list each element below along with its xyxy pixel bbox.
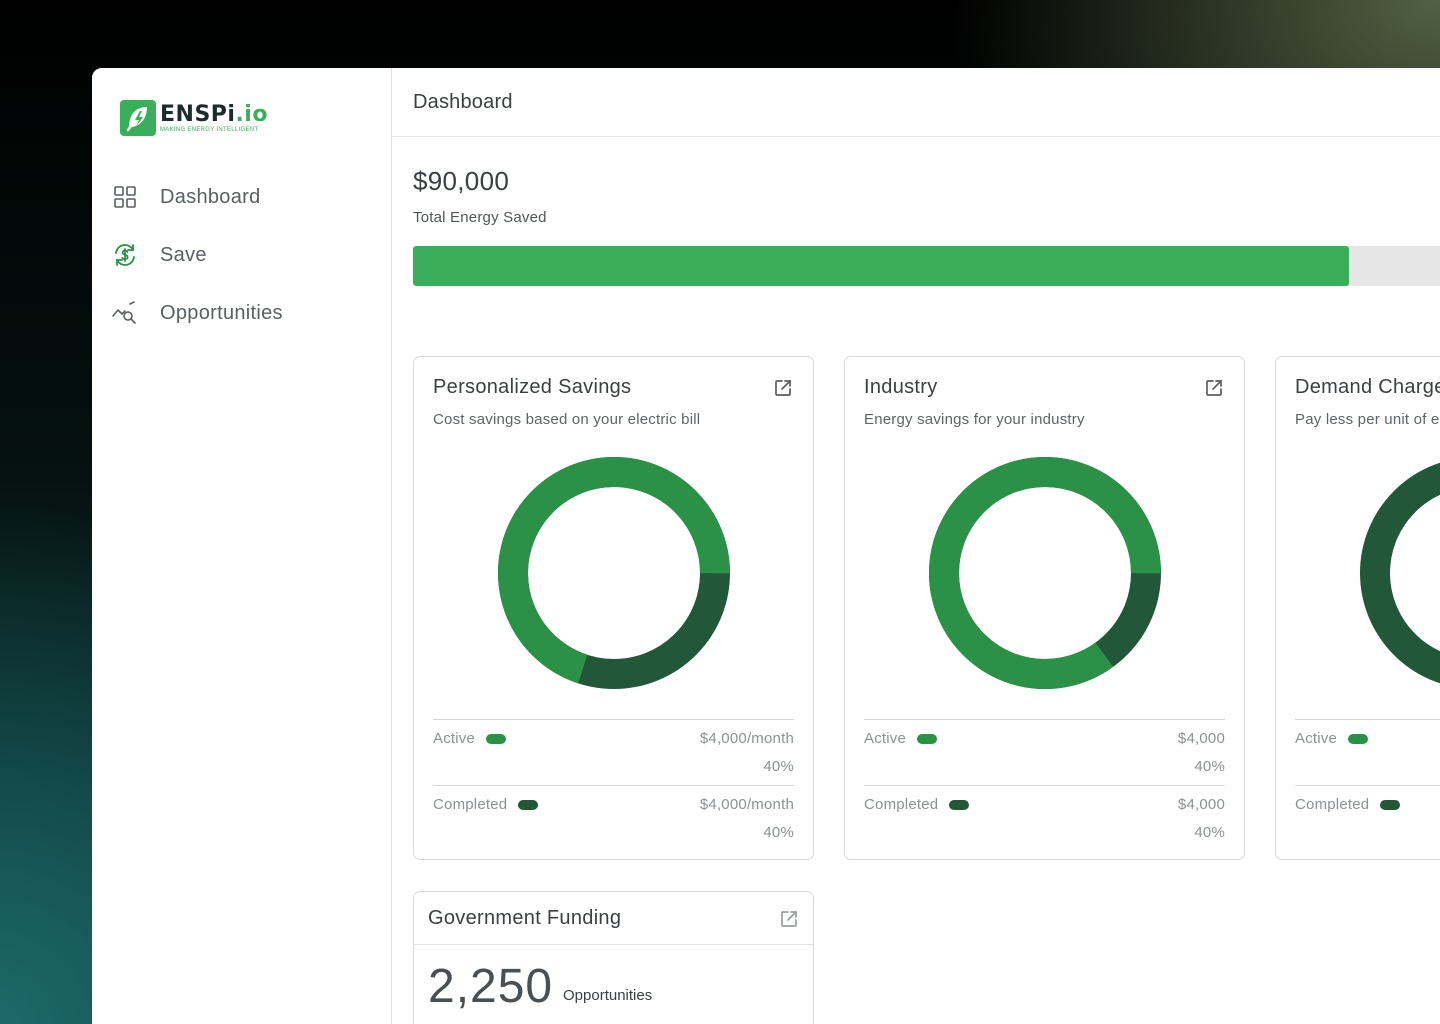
funding-count: 2,250 (428, 960, 554, 1013)
legend-row-completed: Completed $4,000/month 40% (433, 785, 794, 851)
funding-body: 2,250 Opportunities (414, 945, 813, 1024)
legend-percent: 40% (1194, 758, 1225, 775)
donut-chart (1360, 462, 1440, 684)
active-swatch (486, 733, 507, 744)
card-personalized-savings[interactable]: Personalized Savings Cost savings based … (413, 356, 814, 860)
card-title: Personalized Savings (433, 376, 632, 398)
legend-value: $4,000/month (699, 730, 794, 747)
logo-text: ENSPi.io MAKING ENERGY INTELLIGENT (160, 101, 268, 133)
legend-label: Active (864, 730, 907, 747)
sidebar-nav: Dashboard Save (110, 168, 380, 342)
leaf-bolt-logo-icon (120, 100, 156, 136)
donut-completed-segment (1360, 462, 1440, 684)
completed-swatch (1380, 799, 1401, 810)
page-title: Dashboard (413, 90, 513, 113)
card-subtitle: Pay less per unit of energy (1295, 411, 1440, 428)
savings-progress-bar (413, 246, 1440, 286)
legend-percent: 40% (1194, 824, 1225, 841)
total-energy-value: $90,000 (413, 166, 510, 196)
external-link-icon[interactable] (1204, 378, 1224, 398)
legend-label: Active (1295, 730, 1338, 747)
card-legend: Active $4,000/month 40% Completed $4,000… (433, 719, 794, 851)
total-energy-label: Total Energy Saved (413, 209, 547, 226)
sidebar-item-label: Save (160, 243, 207, 266)
legend-label: Completed (864, 796, 939, 813)
card-subtitle: Energy savings for your industry (864, 411, 1085, 428)
card-legend: Active Completed (1295, 719, 1440, 851)
donut-active-segment (929, 457, 1161, 689)
donut-chart (498, 457, 730, 689)
funding-title: Government Funding (428, 907, 622, 929)
sidebar-item-save[interactable]: Save (110, 226, 380, 284)
logo-tagline: MAKING ENERGY INTELLIGENT (160, 126, 259, 133)
chart-search-icon (110, 298, 140, 328)
external-link-icon[interactable] (779, 909, 799, 929)
funding-header: Government Funding (414, 892, 813, 945)
legend-row-completed: Completed (1295, 785, 1440, 851)
legend-value: $4,000 (1177, 796, 1225, 813)
external-link-icon[interactable] (773, 378, 793, 398)
legend-label: Completed (433, 796, 508, 813)
card-title: Demand Charge (1295, 376, 1440, 398)
legend-label: Active (433, 730, 476, 747)
sidebar-item-opportunities[interactable]: Opportunities (110, 284, 380, 342)
legend-row-completed: Completed $4,000 40% (864, 785, 1225, 851)
sidebar-item-label: Opportunities (160, 301, 283, 324)
top-bar: Dashboard (392, 68, 1440, 137)
funding-label: Opportunities (563, 987, 653, 1004)
dollar-refresh-icon (110, 240, 140, 270)
savings-progress-fill (413, 246, 1349, 286)
donut-active-segment (498, 457, 730, 689)
grid-icon (110, 182, 140, 212)
active-swatch (917, 733, 938, 744)
completed-swatch (518, 799, 539, 810)
card-legend: Active $4,000 40% Completed $4,000 40% (864, 719, 1225, 851)
legend-percent: 40% (763, 824, 794, 841)
sidebar-item-dashboard[interactable]: Dashboard (110, 168, 380, 226)
card-subtitle: Cost savings based on your electric bill (433, 411, 701, 428)
sidebar: ENSPi.io MAKING ENERGY INTELLIGENT Dashb… (92, 68, 392, 1024)
completed-swatch (949, 799, 970, 810)
logo[interactable]: ENSPi.io MAKING ENERGY INTELLIGENT (120, 100, 268, 136)
legend-row-active: Active (1295, 719, 1440, 785)
active-swatch (1348, 733, 1369, 744)
legend-value: $4,000/month (699, 796, 794, 813)
card-industry[interactable]: Industry Energy savings for your industr… (844, 356, 1245, 860)
legend-label: Completed (1295, 796, 1370, 813)
card-demand-charge[interactable]: Demand Charge Pay less per unit of energ… (1275, 356, 1440, 860)
donut-chart (929, 457, 1161, 689)
main-content: Dashboard $90,000 Total Energy Saved Per… (392, 68, 1440, 1024)
card-title: Industry (864, 376, 938, 398)
app-window: ENSPi.io MAKING ENERGY INTELLIGENT Dashb… (92, 68, 1440, 1024)
legend-row-active: Active $4,000 40% (864, 719, 1225, 785)
logo-wordmark: ENSPi.io (160, 101, 268, 127)
legend-value: $4,000 (1177, 730, 1225, 747)
legend-row-active: Active $4,000/month 40% (433, 719, 794, 785)
sidebar-item-label: Dashboard (160, 185, 261, 208)
card-government-funding[interactable]: Government Funding 2,250 Opportunities (413, 891, 814, 1024)
total-energy-summary: $90,000 Total Energy Saved (413, 166, 547, 226)
legend-percent: 40% (763, 758, 794, 775)
